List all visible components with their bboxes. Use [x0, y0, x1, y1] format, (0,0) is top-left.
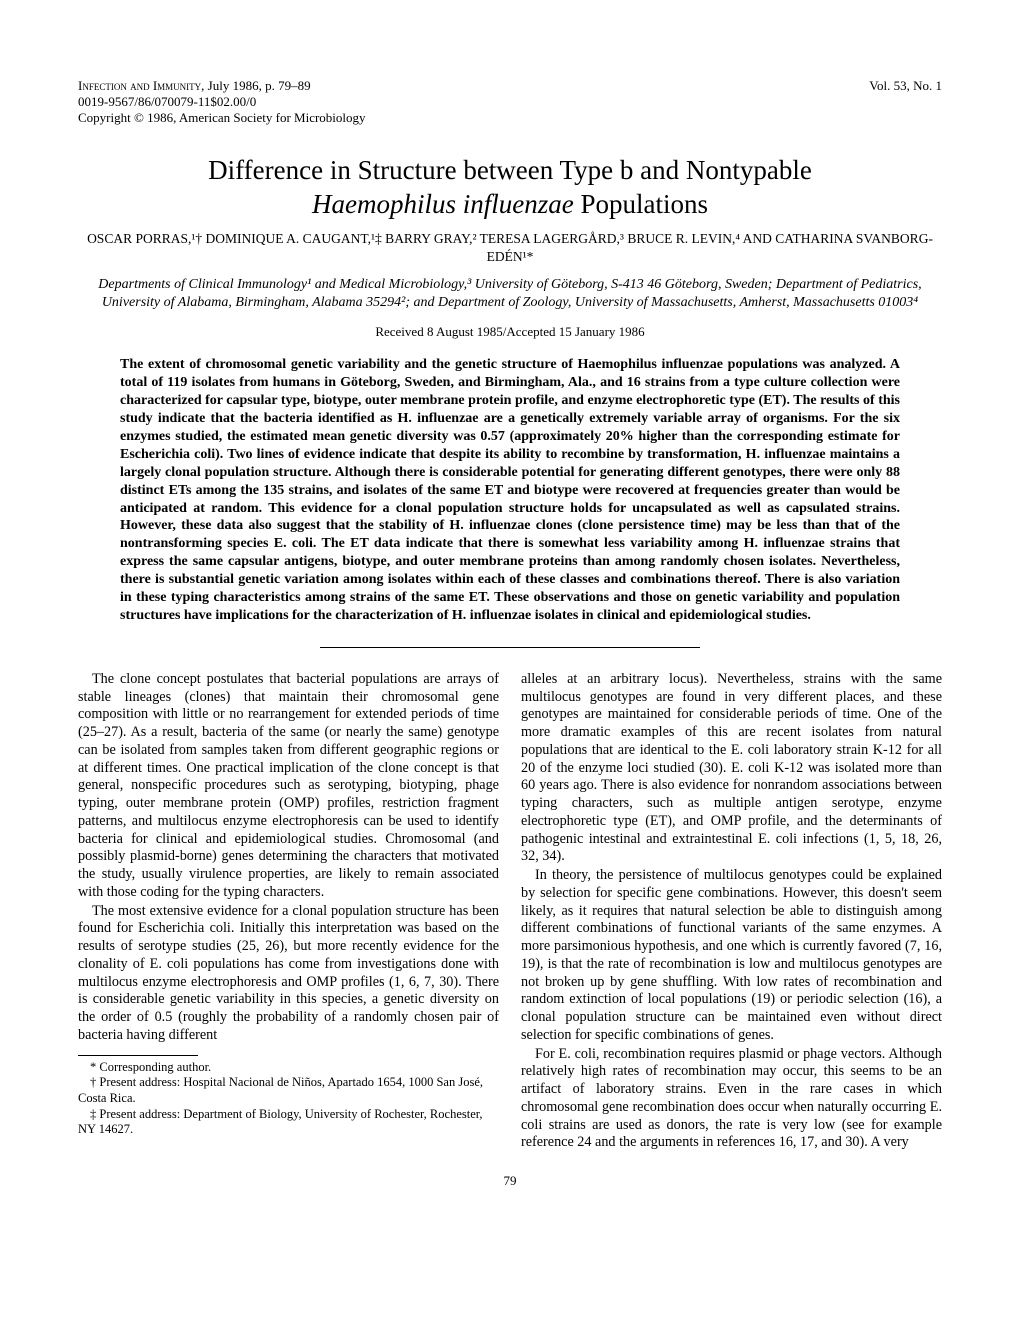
footnote-corresponding: * Corresponding author. [78, 1060, 499, 1076]
abstract: The extent of chromosomal genetic variab… [120, 356, 900, 625]
page-number: 79 [78, 1173, 942, 1189]
title-line1: Difference in Structure between Type b a… [208, 155, 812, 185]
title-line2-rest: Populations [574, 189, 708, 219]
page-container: Infection and Immunity, July 1986, p. 79… [0, 0, 1020, 1229]
journal-header: Infection and Immunity, July 1986, p. 79… [78, 78, 942, 126]
journal-name: Infection and Immunity, [78, 78, 204, 93]
author-list: OSCAR PORRAS,¹† DOMINIQUE A. CAUGANT,¹‡ … [78, 230, 942, 266]
body-columns: The clone concept postulates that bacter… [78, 671, 942, 1153]
body-paragraph: alleles at an arbitrary locus). Neverthe… [521, 671, 942, 866]
body-paragraph: The most extensive evidence for a clonal… [78, 903, 499, 1045]
abstract-rule [320, 647, 700, 648]
footnotes: * Corresponding author. † Present addres… [78, 1060, 499, 1138]
article-title: Difference in Structure between Type b a… [78, 154, 942, 222]
journal-issn: 0019-9567/86/070079-11$02.00/0 [78, 94, 256, 109]
footnotes-rule [78, 1055, 198, 1056]
footnote-address-2: ‡ Present address: Department of Biology… [78, 1107, 499, 1138]
title-species: Haemophilus influenzae [312, 189, 574, 219]
column-left: The clone concept postulates that bacter… [78, 671, 499, 1153]
journal-header-left: Infection and Immunity, July 1986, p. 79… [78, 78, 366, 126]
body-paragraph: In theory, the persistence of multilocus… [521, 867, 942, 1045]
body-paragraph: The clone concept postulates that bacter… [78, 671, 499, 902]
authors-text: OSCAR PORRAS,¹† DOMINIQUE A. CAUGANT,¹‡ … [87, 231, 933, 264]
footnote-address-1: † Present address: Hospital Nacional de … [78, 1075, 499, 1106]
journal-volume: Vol. 53, No. 1 [869, 78, 942, 126]
received-dates: Received 8 August 1985/Accepted 15 Janua… [78, 324, 942, 340]
body-paragraph: For E. coli, recombination requires plas… [521, 1046, 942, 1153]
affiliations: Departments of Clinical Immunology¹ and … [98, 276, 922, 312]
abstract-rule-wrap [78, 635, 942, 653]
column-right: alleles at an arbitrary locus). Neverthe… [521, 671, 942, 1153]
journal-issue-date: July 1986, p. 79–89 [204, 78, 310, 93]
journal-copyright: Copyright © 1986, American Society for M… [78, 110, 366, 125]
